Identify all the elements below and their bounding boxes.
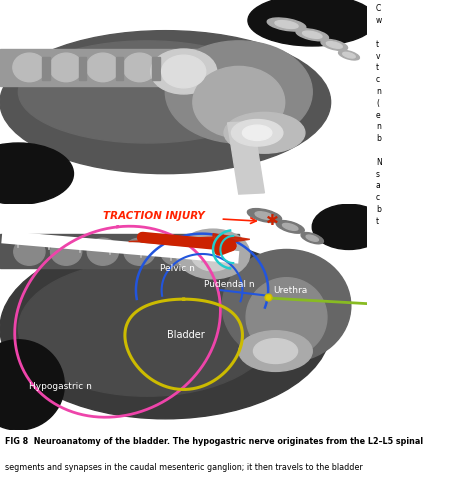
Bar xyxy=(153,57,160,80)
Ellipse shape xyxy=(176,229,250,279)
Ellipse shape xyxy=(321,39,347,51)
Ellipse shape xyxy=(123,53,156,82)
Ellipse shape xyxy=(0,31,331,174)
Text: Hypogastric n: Hypogastric n xyxy=(29,382,92,391)
Ellipse shape xyxy=(247,208,282,223)
Bar xyxy=(0,234,239,267)
Ellipse shape xyxy=(13,53,46,82)
Ellipse shape xyxy=(312,204,386,249)
Ellipse shape xyxy=(0,238,331,419)
Ellipse shape xyxy=(87,238,118,265)
Ellipse shape xyxy=(255,212,274,220)
Ellipse shape xyxy=(301,232,323,244)
Text: ✱: ✱ xyxy=(266,212,279,227)
Ellipse shape xyxy=(267,18,306,31)
Ellipse shape xyxy=(0,143,73,204)
Ellipse shape xyxy=(18,261,275,396)
Ellipse shape xyxy=(193,67,285,138)
Bar xyxy=(0,49,202,86)
Text: Pudendal n: Pudendal n xyxy=(204,280,255,289)
Ellipse shape xyxy=(239,331,312,371)
Ellipse shape xyxy=(254,339,298,364)
Text: segments and synapses in the caudal mesenteric ganglion; it then travels to the : segments and synapses in the caudal mese… xyxy=(5,463,363,471)
Ellipse shape xyxy=(343,52,355,58)
Ellipse shape xyxy=(0,340,64,430)
Ellipse shape xyxy=(248,0,376,46)
Ellipse shape xyxy=(338,51,359,60)
Ellipse shape xyxy=(124,238,155,265)
Ellipse shape xyxy=(18,41,275,143)
Ellipse shape xyxy=(283,224,298,230)
Ellipse shape xyxy=(191,237,235,271)
Text: C
w

t
v
t
c
n
(
e
n
b

N
s
a
c
b
t: C w t v t c n ( e n b N s a c b t xyxy=(376,4,382,226)
Ellipse shape xyxy=(246,278,327,357)
Ellipse shape xyxy=(306,235,319,241)
Text: Pelvic n: Pelvic n xyxy=(160,264,195,273)
Bar xyxy=(79,57,86,80)
Ellipse shape xyxy=(161,238,192,265)
Ellipse shape xyxy=(222,249,351,363)
Bar xyxy=(116,57,123,80)
Text: FIG 8  Neuroanatomy of the bladder. The hypogastric nerve originates from the L2: FIG 8 Neuroanatomy of the bladder. The h… xyxy=(5,437,423,446)
Bar xyxy=(42,57,50,80)
Text: Urethra: Urethra xyxy=(273,286,308,295)
Ellipse shape xyxy=(51,238,82,265)
Ellipse shape xyxy=(224,112,305,153)
Text: Bladder: Bladder xyxy=(167,330,205,340)
Ellipse shape xyxy=(302,31,322,38)
Bar xyxy=(228,122,264,194)
Ellipse shape xyxy=(275,20,298,29)
Ellipse shape xyxy=(165,41,312,143)
Text: TRACTION INJURY: TRACTION INJURY xyxy=(103,211,205,221)
Ellipse shape xyxy=(162,55,206,88)
Ellipse shape xyxy=(296,29,328,41)
Ellipse shape xyxy=(50,53,82,82)
Ellipse shape xyxy=(86,53,119,82)
Polygon shape xyxy=(128,234,250,245)
Ellipse shape xyxy=(14,238,45,265)
Ellipse shape xyxy=(326,42,342,48)
Ellipse shape xyxy=(276,221,304,233)
Ellipse shape xyxy=(242,125,272,140)
Ellipse shape xyxy=(231,120,283,146)
Ellipse shape xyxy=(151,49,217,94)
